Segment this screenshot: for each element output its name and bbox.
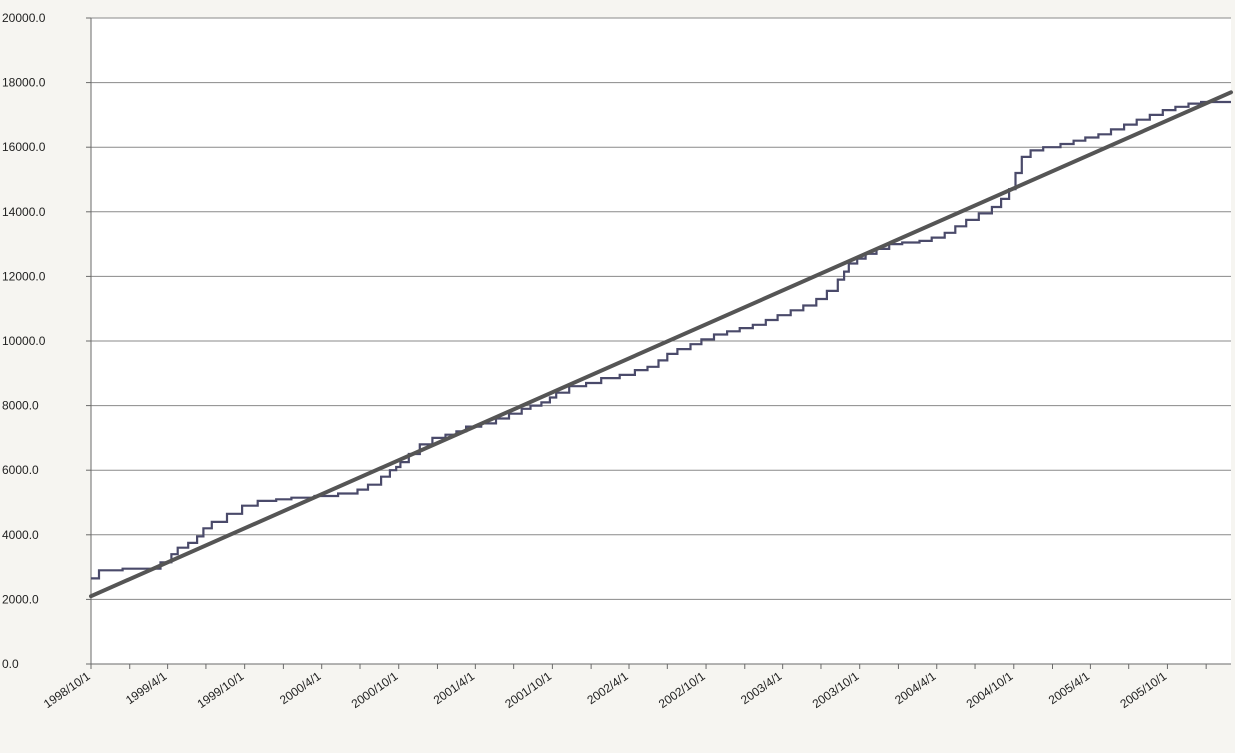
y-tick-label: 14000.0 <box>2 205 46 219</box>
x-tick-label: 1999/10/1 <box>195 669 247 711</box>
y-tick-label: 18000.0 <box>2 76 46 90</box>
series-trend-line <box>89 90 1233 599</box>
y-tick-label: 2000.0 <box>2 592 39 606</box>
y-tick-label: 12000.0 <box>2 269 46 283</box>
y-tick-label: 10000.0 <box>2 334 46 348</box>
x-tick-label: 2000/4/1 <box>277 669 324 707</box>
x-tick-label: 2005/4/1 <box>1046 669 1093 707</box>
x-tick-label: 2002/4/1 <box>584 669 631 707</box>
x-tick-label: 2003/10/1 <box>810 669 862 711</box>
x-tick-label: 2000/10/1 <box>349 669 401 711</box>
series-group <box>89 90 1233 599</box>
x-tick-label: 2001/4/1 <box>431 669 478 707</box>
x-tick-label: 2002/10/1 <box>656 669 708 711</box>
axes <box>86 17 1231 669</box>
x-tick-label: 2004/4/1 <box>892 669 939 707</box>
x-tick-label: 2005/10/1 <box>1117 669 1169 711</box>
y-tick-labels: 0.0 2000.0 4000.0 6000.0 8000.0 10000.0 12000.… <box>2 11 46 671</box>
x-tick-label: 2004/10/1 <box>964 669 1016 711</box>
gridlines <box>91 17 1231 600</box>
y-tick-label: 6000.0 <box>2 463 39 477</box>
y-tick-label: 8000.0 <box>2 399 39 413</box>
x-tick-label: 2003/4/1 <box>738 669 785 707</box>
y-tick-label: 20000.0 <box>2 11 46 25</box>
x-tick-label: 1998/10/1 <box>41 669 93 711</box>
x-tick-label: 1999/4/1 <box>123 669 170 707</box>
x-tick-labels: 1998/10/1 1999/4/1 1999/10/1 2000/4/1 2000/1… <box>41 669 1169 711</box>
y-tick-label: 16000.0 <box>2 140 46 154</box>
y-tick-label: 0.0 <box>2 657 19 671</box>
x-tick-label: 2001/10/1 <box>502 669 554 711</box>
y-tick-label: 4000.0 <box>2 528 39 542</box>
